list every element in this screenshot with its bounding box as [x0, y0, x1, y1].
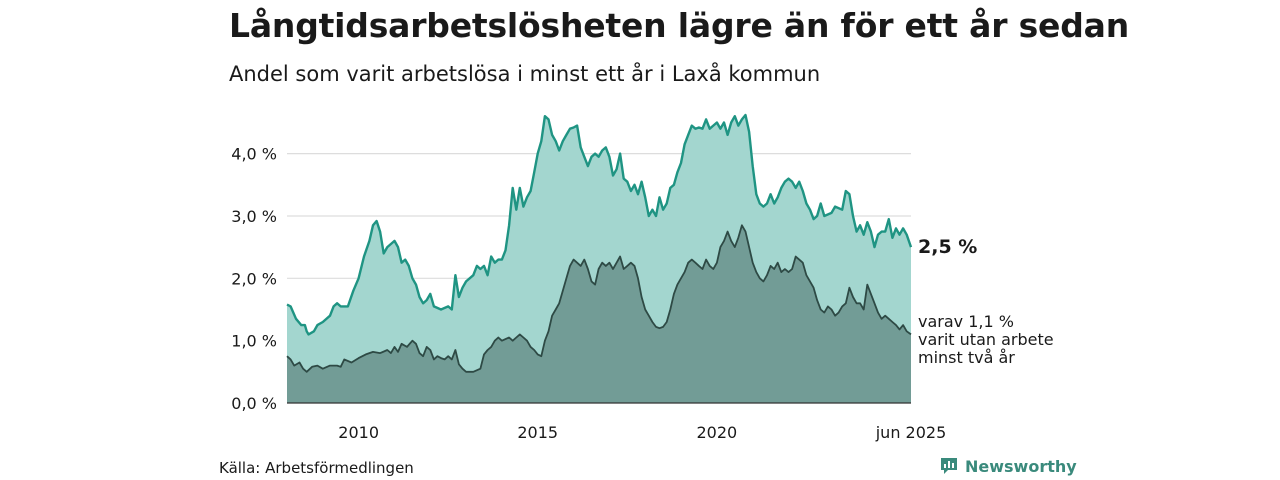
x-tick-label: 2015 — [517, 423, 558, 442]
series-areas — [286, 113, 913, 403]
y-tick-label: 4,0 % — [231, 145, 277, 164]
x-tick-label: 2020 — [696, 423, 737, 442]
x-tick-label: 2010 — [338, 423, 379, 442]
series-2-line — [286, 224, 912, 373]
series-2-end-label: minst två år — [918, 348, 1015, 367]
source-note: Källa: Arbetsförmedlingen — [219, 459, 414, 477]
x-tick-label: jun 2025 — [875, 423, 947, 442]
series-1-end-label: 2,5 % — [918, 236, 977, 258]
chart-subtitle: Andel som varit arbetslösa i minst ett å… — [229, 62, 821, 86]
y-tick-label: 0,0 % — [231, 394, 277, 413]
y-tick-label: 3,0 % — [231, 207, 277, 226]
brand-logo: Newsworthy — [939, 456, 1077, 476]
series-1-line — [286, 113, 913, 336]
newsworthy-logo-icon — [941, 458, 957, 474]
y-tick-label: 2,0 % — [231, 269, 277, 288]
y-tick-label: 1,0 % — [231, 332, 277, 351]
series-2-end-label: varit utan arbete — [918, 330, 1054, 349]
axes: 0,0 % 1,0 % 2,0 % 3,0 % 4,0 % 2010 2015 2020 jun… — [231, 145, 946, 442]
chart-title: Långtidsarbetslösheten lägre än för ett … — [229, 6, 1130, 45]
brand-name: Newsworthy — [965, 456, 1077, 476]
series-2-end-label: varav 1,1 % — [918, 312, 1014, 331]
